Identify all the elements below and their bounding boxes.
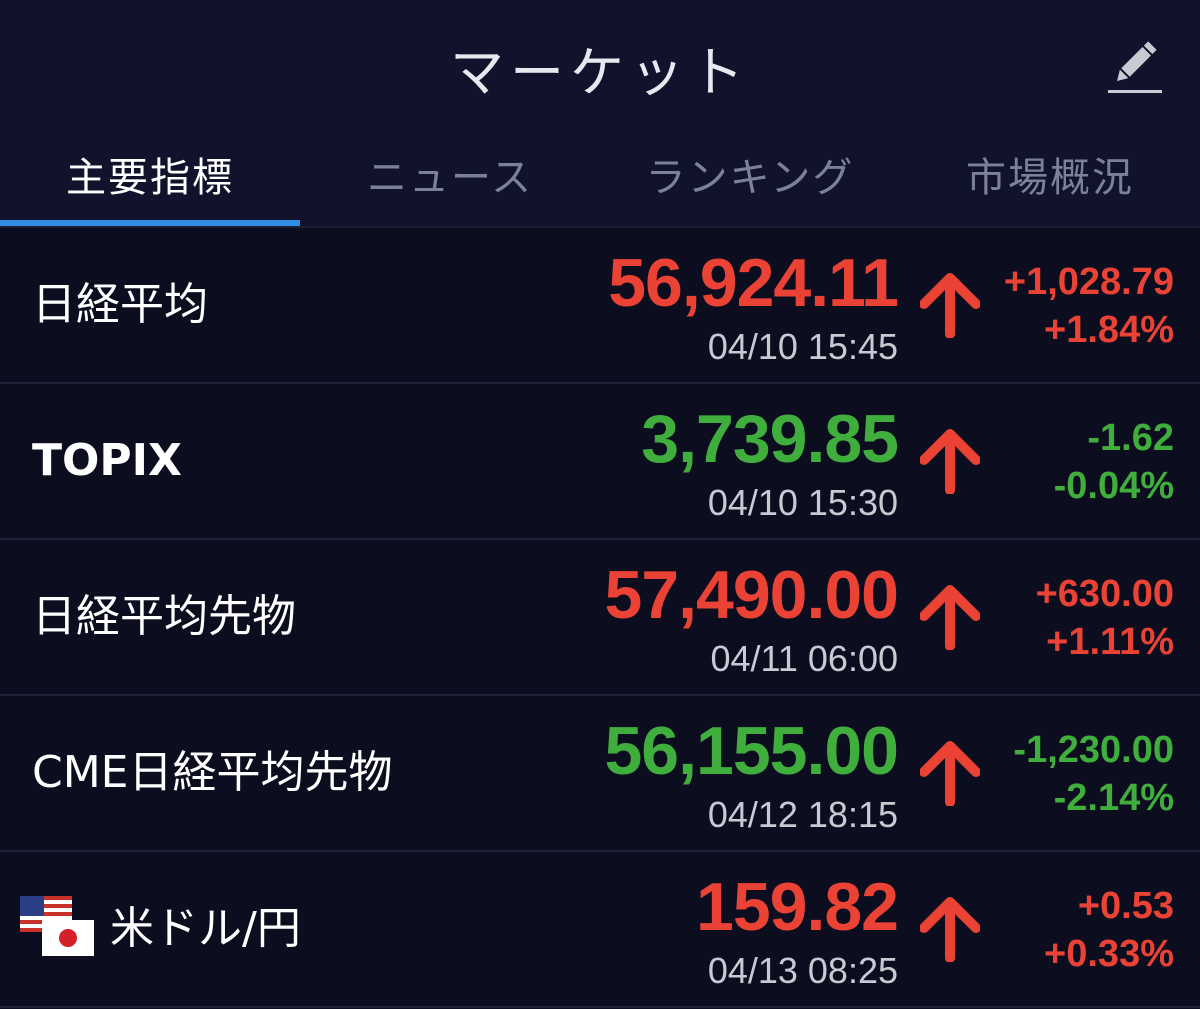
quote-name: 日経平均先物 (32, 591, 296, 642)
quote-change-percent: +1.84% (1044, 309, 1174, 351)
currency-flags (20, 896, 96, 962)
quote-row-nikkei-futures[interactable]: 日経平均先物 57,490.00 04/11 06:00 +630.00 +1.… (0, 540, 1200, 696)
quote-change-percent: +1.11% (1046, 621, 1174, 663)
active-tab-indicator (0, 220, 300, 226)
quote-time: 04/10 15:30 (707, 482, 898, 523)
tab-news[interactable]: ニュース (367, 155, 533, 201)
tab-market-overview[interactable]: 市場概況 (966, 155, 1134, 201)
quote-price: 3,739.85 (641, 401, 899, 477)
quote-name: TOPIX (32, 435, 182, 486)
arrow-up-icon (920, 585, 980, 650)
edit-button[interactable] (1104, 36, 1164, 96)
japan-flag-icon (42, 920, 94, 956)
quote-row-usd-jpy[interactable]: 米ドル/円 159.82 04/13 08:25 +0.53 +0.33% (0, 852, 1200, 1008)
quote-change: +1,028.79 (1003, 261, 1174, 303)
quote-row-topix[interactable]: TOPIX 3,739.85 04/10 15:30 -1.62 -0.04% (0, 384, 1200, 540)
quote-price: 57,490.00 (604, 557, 899, 633)
pencil-icon (1108, 41, 1162, 93)
arrow-up-icon (920, 741, 980, 806)
quote-change-group: +0.53 +0.33% (1044, 882, 1174, 978)
quote-row-cme-nikkei-futures[interactable]: CME日経平均先物 56,155.00 04/12 18:15 -1,230.0… (0, 696, 1200, 852)
quote-row-nikkei[interactable]: 日経平均 56,924.11 04/10 15:45 +1,028.79 +1.… (0, 228, 1200, 384)
tab-main-indicators[interactable]: 主要指標 (66, 155, 234, 201)
arrow-up-icon (920, 897, 980, 962)
arrow-up-icon (920, 429, 980, 494)
app-header: マーケット (0, 0, 1200, 130)
tab-ranking[interactable]: ランキング (645, 155, 855, 201)
arrow-up-icon (920, 273, 980, 338)
quote-change-percent: -2.14% (1053, 777, 1174, 819)
quote-time: 04/11 06:00 (710, 638, 898, 679)
quote-change-percent: -0.04% (1053, 465, 1174, 507)
quote-change-group: +630.00 +1.11% (1036, 570, 1174, 666)
quote-time: 04/10 15:45 (707, 326, 898, 367)
tab-bar: 主要指標 ニュース ランキング 市場概況 (0, 130, 1200, 226)
quote-change-group: -1,230.00 -2.14% (1013, 726, 1174, 822)
quote-time: 04/12 18:15 (707, 794, 898, 835)
page-title: マーケット (450, 41, 750, 104)
quote-change: -1.62 (1087, 417, 1174, 459)
quote-price: 56,155.00 (604, 713, 899, 789)
quote-change-percent: +0.33% (1044, 933, 1174, 975)
quote-change: +0.53 (1077, 885, 1174, 927)
quote-change-group: +1,028.79 +1.84% (1004, 258, 1174, 354)
quote-name: CME日経平均先物 (32, 747, 393, 798)
quote-price: 159.82 (696, 869, 899, 945)
quote-name: 日経平均 (32, 279, 208, 330)
quote-price: 56,924.11 (608, 245, 899, 321)
quote-change: -1,230.00 (1013, 729, 1174, 771)
quote-change: +630.00 (1035, 573, 1174, 615)
divider (0, 226, 1200, 228)
quote-change-group: -1.62 -0.04% (1054, 414, 1174, 510)
quote-name: 米ドル/円 (110, 903, 301, 954)
quote-time: 04/13 08:25 (707, 950, 898, 991)
